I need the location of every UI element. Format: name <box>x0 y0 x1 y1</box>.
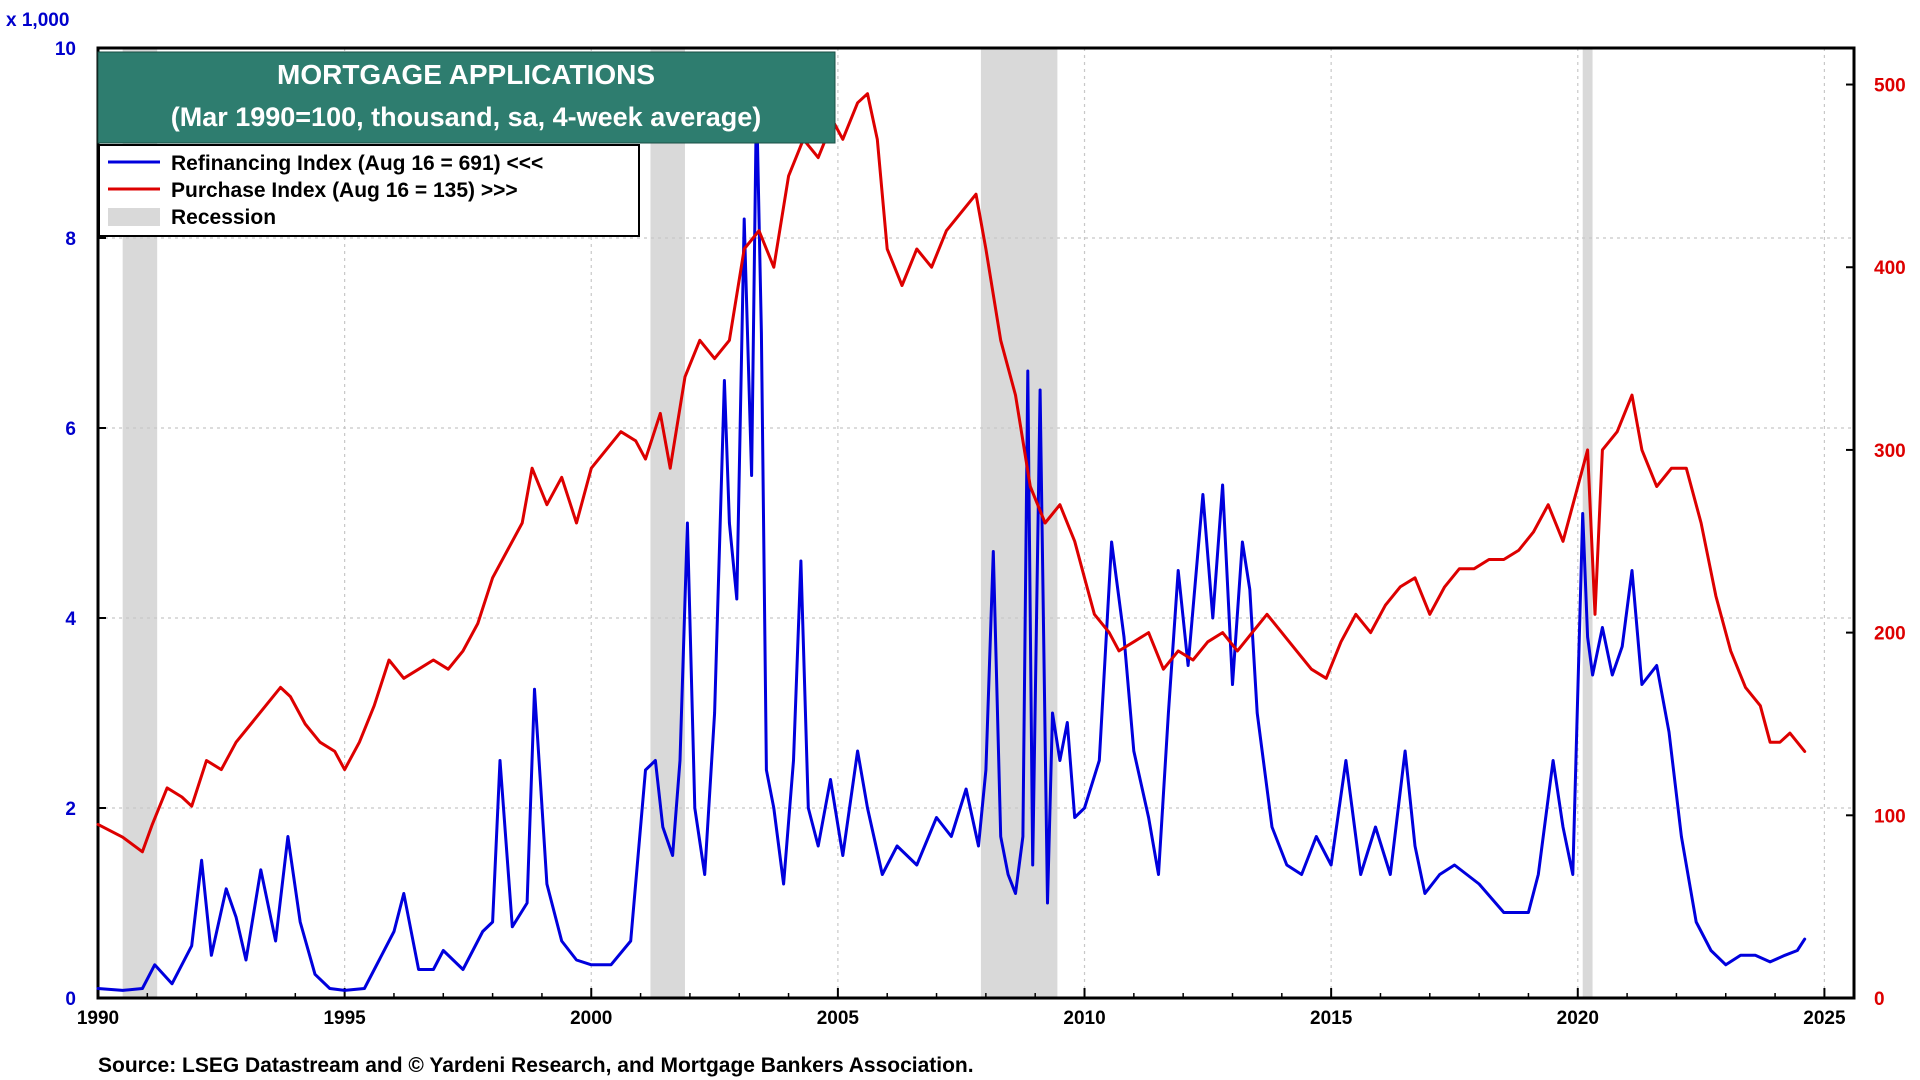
chart-title: MORTGAGE APPLICATIONS <box>277 59 655 90</box>
x-tick-label-1995: 1995 <box>323 1008 366 1029</box>
x-tick-label-2020: 2020 <box>1557 1008 1599 1029</box>
recession-band-3 <box>1582 48 1593 998</box>
x-tick-label-2005: 2005 <box>817 1008 860 1029</box>
x-tick-label-2000: 2000 <box>570 1008 612 1029</box>
x-tick-label-2015: 2015 <box>1310 1008 1353 1029</box>
recession-band-1 <box>650 48 685 998</box>
legend-swatch-recession <box>108 208 160 226</box>
title-box: MORTGAGE APPLICATIONS (Mar 1990=100, tho… <box>97 51 836 144</box>
legend-box <box>98 144 640 237</box>
right-tick-label-500: 500 <box>1874 76 1906 97</box>
left-axis-unit-label: x 1,000 <box>6 10 69 31</box>
right-tick-label-200: 200 <box>1874 624 1906 645</box>
series-line-purchase-index <box>96 92 1807 854</box>
left-tick-label-8: 8 <box>65 229 76 250</box>
x-tick-label-2010: 2010 <box>1063 1008 1105 1029</box>
grid-layer <box>98 48 1854 998</box>
series-line-refinancing-index <box>96 94 1807 992</box>
x-tick-label-1990: 1990 <box>77 1008 119 1029</box>
legend-label-refinancing: Refinancing Index (Aug 16 = 691) <<< <box>171 152 543 175</box>
left-tick-label-4: 4 <box>65 609 76 630</box>
right-tick-label-100: 100 <box>1874 806 1906 827</box>
left-tick-label-2: 2 <box>65 799 76 820</box>
legend-label-recession: Recession <box>171 206 276 229</box>
chart-subtitle: (Mar 1990=100, thousand, sa, 4-week aver… <box>171 102 762 132</box>
left-tick-label-6: 6 <box>65 419 76 440</box>
legend: Refinancing Index (Aug 16 = 691) <<< Pur… <box>98 144 640 237</box>
right-tick-label-300: 300 <box>1874 441 1906 462</box>
legend-label-purchase: Purchase Index (Aug 16 = 135) >>> <box>171 179 518 202</box>
source-note: Source: LSEG Datastream and © Yardeni Re… <box>98 1054 974 1077</box>
x-tick-label-2025: 2025 <box>1803 1008 1846 1029</box>
series-layer <box>96 92 1807 992</box>
left-tick-label-10: 10 <box>55 39 76 60</box>
left-tick-label-0: 0 <box>65 989 76 1010</box>
right-tick-label-400: 400 <box>1874 258 1906 279</box>
right-tick-label-0: 0 <box>1874 989 1885 1010</box>
title-box-background <box>97 51 836 144</box>
plot-frame <box>96 46 1856 1000</box>
